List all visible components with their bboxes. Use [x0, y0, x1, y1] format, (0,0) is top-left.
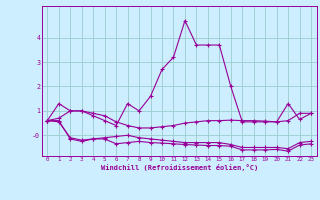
X-axis label: Windchill (Refroidissement éolien,°C): Windchill (Refroidissement éolien,°C) — [100, 164, 258, 171]
